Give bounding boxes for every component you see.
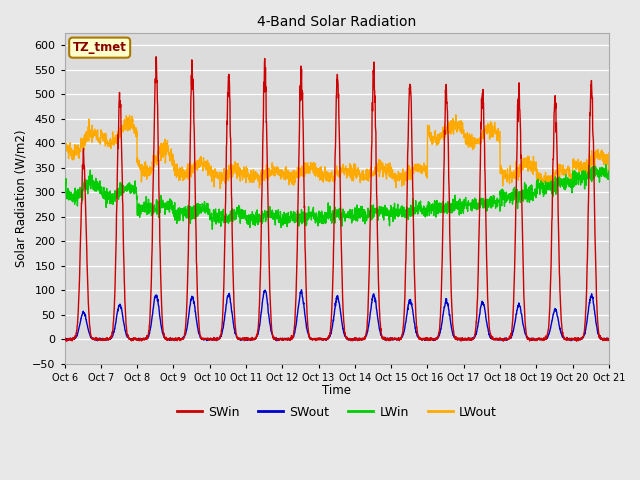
Y-axis label: Solar Radiation (W/m2): Solar Radiation (W/m2) [15, 130, 28, 267]
Title: 4-Band Solar Radiation: 4-Band Solar Radiation [257, 15, 416, 29]
Legend: SWin, SWout, LWin, LWout: SWin, SWout, LWin, LWout [172, 401, 502, 424]
Text: TZ_tmet: TZ_tmet [73, 41, 127, 54]
X-axis label: Time: Time [322, 384, 351, 397]
